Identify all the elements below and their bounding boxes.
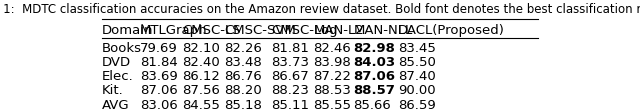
Text: 82.26: 82.26 [225, 42, 262, 55]
Text: able 1:  MDTC classification accuracies on the Amazon review dataset. Bold font : able 1: MDTC classification accuracies o… [0, 3, 640, 16]
Text: 87.22: 87.22 [314, 70, 351, 83]
Text: CMSC-Log: CMSC-Log [271, 24, 338, 37]
Text: 79.69: 79.69 [140, 42, 178, 55]
Text: 83.06: 83.06 [140, 99, 178, 112]
Text: 86.12: 86.12 [182, 70, 220, 83]
Text: 86.59: 86.59 [398, 99, 436, 112]
Text: 82.98: 82.98 [353, 42, 396, 55]
Text: 86.67: 86.67 [271, 70, 309, 83]
Text: 87.06: 87.06 [140, 84, 178, 97]
Text: MAN-L2: MAN-L2 [314, 24, 364, 37]
Text: 90.00: 90.00 [398, 84, 435, 97]
Text: 85.18: 85.18 [225, 99, 262, 112]
Text: MTLGraph: MTLGraph [140, 24, 207, 37]
Text: 85.66: 85.66 [353, 99, 391, 112]
Text: 81.84: 81.84 [140, 56, 178, 69]
Text: Kit.: Kit. [102, 84, 124, 97]
Text: 85.11: 85.11 [271, 99, 309, 112]
Text: 84.55: 84.55 [182, 99, 220, 112]
Text: 83.45: 83.45 [398, 42, 436, 55]
Text: 88.57: 88.57 [353, 84, 396, 97]
Text: 88.20: 88.20 [225, 84, 262, 97]
Text: 85.55: 85.55 [314, 99, 351, 112]
Text: 86.76: 86.76 [225, 70, 262, 83]
Text: 88.23: 88.23 [271, 84, 309, 97]
Text: 83.73: 83.73 [271, 56, 309, 69]
Text: 84.03: 84.03 [353, 56, 396, 69]
Text: 83.48: 83.48 [225, 56, 262, 69]
Text: 87.40: 87.40 [398, 70, 436, 83]
Text: AVG: AVG [102, 99, 130, 112]
Text: 87.56: 87.56 [182, 84, 220, 97]
Text: 82.10: 82.10 [182, 42, 220, 55]
Text: 81.81: 81.81 [271, 42, 309, 55]
Text: CMSC-LS: CMSC-LS [182, 24, 241, 37]
Text: MAN-NLL: MAN-NLL [353, 24, 413, 37]
Text: Elec.: Elec. [102, 70, 134, 83]
Text: 83.69: 83.69 [140, 70, 178, 83]
Text: 82.46: 82.46 [314, 42, 351, 55]
Text: 85.50: 85.50 [398, 56, 436, 69]
Text: 83.98: 83.98 [314, 56, 351, 69]
Text: DACL(Proposed): DACL(Proposed) [398, 24, 505, 37]
Text: 87.06: 87.06 [353, 70, 396, 83]
Text: Books: Books [102, 42, 142, 55]
Text: CMSC-SVM: CMSC-SVM [225, 24, 296, 37]
Text: 82.40: 82.40 [182, 56, 220, 69]
Text: DVD: DVD [102, 56, 131, 69]
Text: Domain: Domain [102, 24, 154, 37]
Text: 88.53: 88.53 [314, 84, 351, 97]
